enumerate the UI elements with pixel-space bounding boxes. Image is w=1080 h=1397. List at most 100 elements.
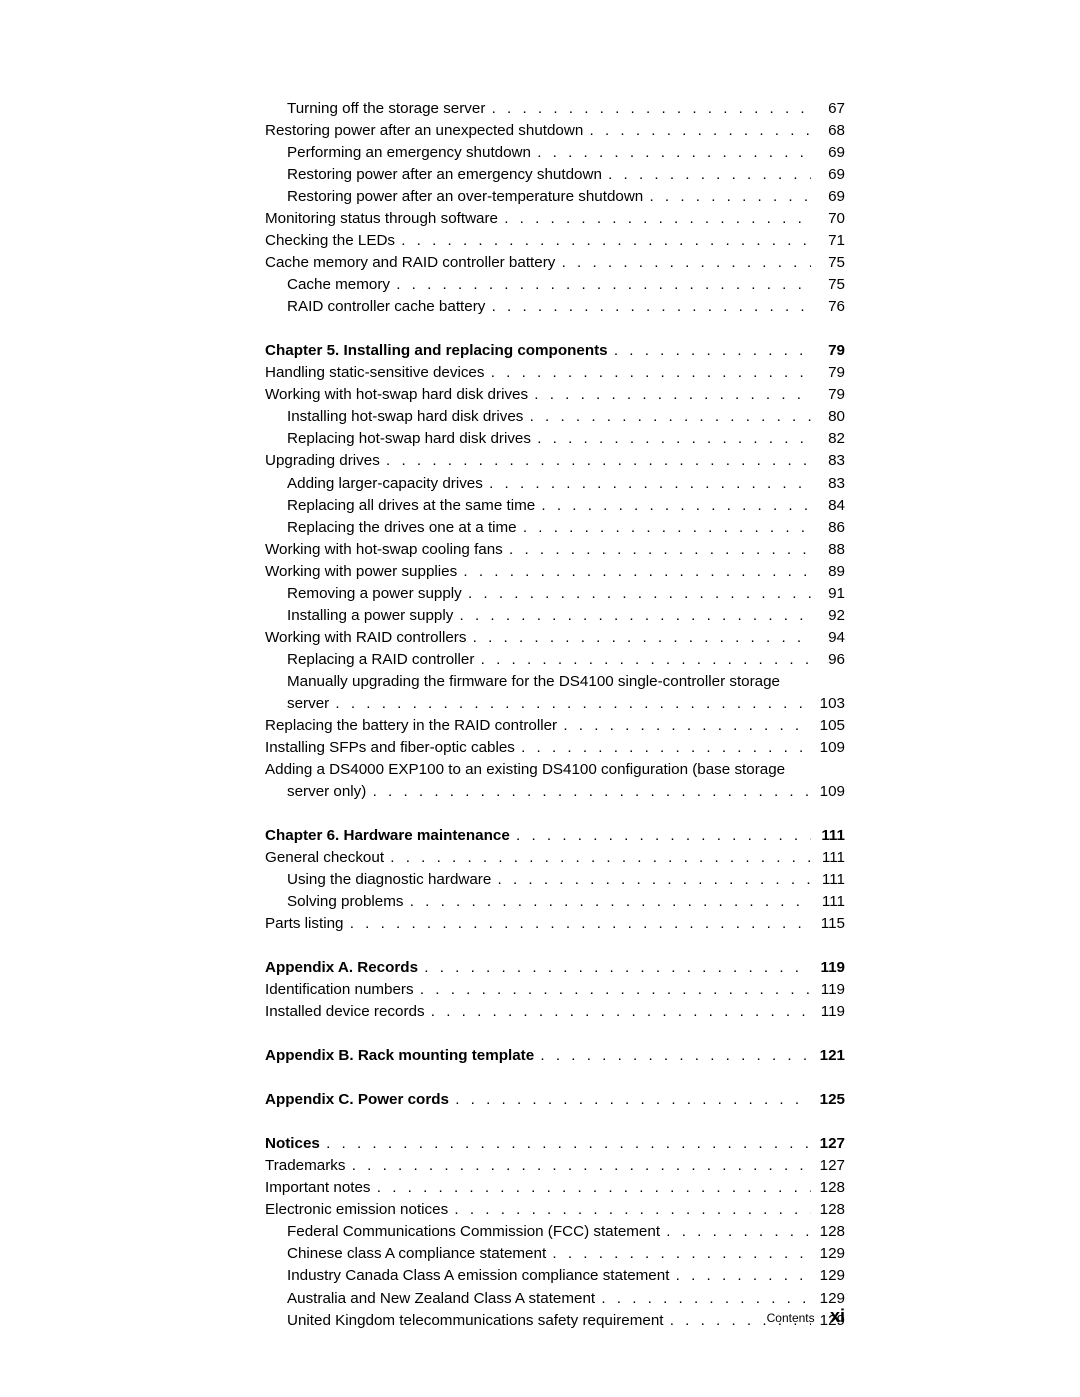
toc-entry-label: Replacing the battery in the RAID contro…: [265, 715, 561, 737]
toc-entry: Restoring power after an over-temperatur…: [265, 186, 845, 208]
toc-entry: Working with power supplies 89: [265, 561, 845, 583]
toc-entry: United Kingdom telecommunications safety…: [265, 1310, 845, 1332]
toc-entry-page: 109: [811, 737, 845, 759]
toc-entry: Adding larger-capacity drives 83: [265, 473, 845, 495]
toc-leader-dots: [490, 296, 811, 318]
toc-entry-label: Identification numbers: [265, 979, 418, 1001]
toc-entry-label: Restoring power after an emergency shutd…: [287, 164, 606, 186]
toc-entry-page: 105: [811, 715, 845, 737]
toc-leader-dots: [647, 186, 811, 208]
toc-entry: Appendix C. Power cords 125: [265, 1089, 845, 1111]
toc-leader-dots: [418, 979, 811, 1001]
toc-leader-dots: [535, 142, 811, 164]
toc-entry-label: Appendix A. Records: [265, 957, 422, 979]
toc-leader-dots: [487, 473, 811, 495]
toc-entry-page: 67: [811, 98, 845, 120]
toc-entry: Handling static-sensitive devices 79: [265, 362, 845, 384]
toc-entry-label: Replacing the drives one at a time: [287, 517, 521, 539]
toc-entry-page: 128: [811, 1177, 845, 1199]
toc-entry-page: 127: [811, 1155, 845, 1177]
toc-leader-dots: [399, 230, 811, 252]
toc-entry-label: Installed device records: [265, 1001, 429, 1023]
toc-entry-page: 80: [811, 406, 845, 428]
toc-entry-label: Appendix B. Rack mounting template: [265, 1045, 538, 1067]
toc-entry-page: 88: [811, 539, 845, 561]
toc-entry: Restoring power after an emergency shutd…: [265, 164, 845, 186]
toc-entry-page: 71: [811, 230, 845, 252]
toc-leader-dots: [350, 1155, 811, 1177]
toc-entry: Electronic emission notices 128: [265, 1199, 845, 1221]
toc-entry-page: 84: [811, 495, 845, 517]
toc-entry: Solving problems 111: [265, 891, 845, 913]
section-gap: [265, 935, 845, 957]
toc-entry-wrap: Manually upgrading the firmware for the …: [265, 671, 845, 693]
toc-entry: Replacing hot-swap hard disk drives 82: [265, 428, 845, 450]
toc-entry-page: 127: [811, 1133, 845, 1155]
toc-entry-page: 121: [811, 1045, 845, 1067]
toc-entry: Appendix B. Rack mounting template 121: [265, 1045, 845, 1067]
toc-entry: Chapter 5. Installing and replacing comp…: [265, 340, 845, 362]
toc-entry-label: Checking the LEDs: [265, 230, 399, 252]
toc-entry-label: Working with RAID controllers: [265, 627, 471, 649]
toc-entry-label: Cache memory and RAID controller battery: [265, 252, 560, 274]
toc-leader-dots: [388, 847, 811, 869]
toc-entry-page: 75: [811, 252, 845, 274]
toc-entry-page: 111: [811, 869, 845, 891]
toc-entry-label: Chapter 6. Hardware maintenance: [265, 825, 514, 847]
toc-entry: Removing a power supply 91: [265, 583, 845, 605]
toc-leader-dots: [489, 362, 811, 384]
toc-entry-label: Monitoring status through software: [265, 208, 502, 230]
toc-leader-dots: [561, 715, 811, 737]
toc-entry-label: Installing a power supply: [287, 605, 458, 627]
toc-entry: Notices 127: [265, 1133, 845, 1155]
toc-entry-page: 96: [811, 649, 845, 671]
toc-entry-page: 119: [811, 1001, 845, 1023]
toc-entry-page: 103: [811, 693, 845, 715]
toc-entry-page: 94: [811, 627, 845, 649]
toc-entry-page: 111: [811, 825, 845, 847]
toc-entry: Cache memory 75: [265, 274, 845, 296]
toc-leader-dots: [674, 1265, 811, 1287]
toc-leader-dots: [539, 495, 811, 517]
toc-entry: Performing an emergency shutdown 69: [265, 142, 845, 164]
toc-entry-label: Turning off the storage server: [287, 98, 490, 120]
toc-leader-dots: [408, 891, 811, 913]
toc-entry-label: General checkout: [265, 847, 388, 869]
toc-leader-dots: [535, 428, 811, 450]
toc-entry-label: Australia and New Zealand Class A statem…: [287, 1288, 599, 1310]
toc-entry: Appendix A. Records 119: [265, 957, 845, 979]
toc-entry-label: server only): [287, 781, 371, 803]
toc-entry: Chinese class A compliance statement 129: [265, 1243, 845, 1265]
toc-entry-page: 128: [811, 1199, 845, 1221]
toc-entry-label: RAID controller cache battery: [287, 296, 490, 318]
toc-leader-dots: [521, 517, 811, 539]
toc-entry-label: Replacing all drives at the same time: [287, 495, 539, 517]
section-gap: [265, 1067, 845, 1089]
toc-leader-dots: [471, 627, 811, 649]
footer-page-number: xi: [830, 1306, 845, 1326]
toc-entry: Restoring power after an unexpected shut…: [265, 120, 845, 142]
toc-entry-page: 68: [811, 120, 845, 142]
toc-entry-label: Electronic emission notices: [265, 1199, 452, 1221]
toc-entry-label: Removing a power supply: [287, 583, 466, 605]
toc-leader-dots: [507, 539, 811, 561]
toc-entry: Installing SFPs and fiber-optic cables 1…: [265, 737, 845, 759]
toc-entry-label: Cache memory: [287, 274, 394, 296]
toc-entry-page: 79: [811, 362, 845, 384]
toc-entry: Chapter 6. Hardware maintenance 111: [265, 825, 845, 847]
toc-entry-label: Appendix C. Power cords: [265, 1089, 453, 1111]
toc-entry: Installed device records 119: [265, 1001, 845, 1023]
toc-entry-page: 83: [811, 450, 845, 472]
toc-leader-dots: [538, 1045, 811, 1067]
toc-entry: Working with RAID controllers 94: [265, 627, 845, 649]
toc-entry: Working with hot-swap cooling fans 88: [265, 539, 845, 561]
toc-entry-page: 91: [811, 583, 845, 605]
toc-entry-label: Industry Canada Class A emission complia…: [287, 1265, 674, 1287]
toc-entry-label: Working with power supplies: [265, 561, 461, 583]
toc-entry: Identification numbers 119: [265, 979, 845, 1001]
toc-entry-label: Replacing hot-swap hard disk drives: [287, 428, 535, 450]
toc-leader-dots: [429, 1001, 811, 1023]
toc-entry-label: Trademarks: [265, 1155, 350, 1177]
toc-leader-dots: [528, 406, 811, 428]
toc-entry: Important notes 128: [265, 1177, 845, 1199]
